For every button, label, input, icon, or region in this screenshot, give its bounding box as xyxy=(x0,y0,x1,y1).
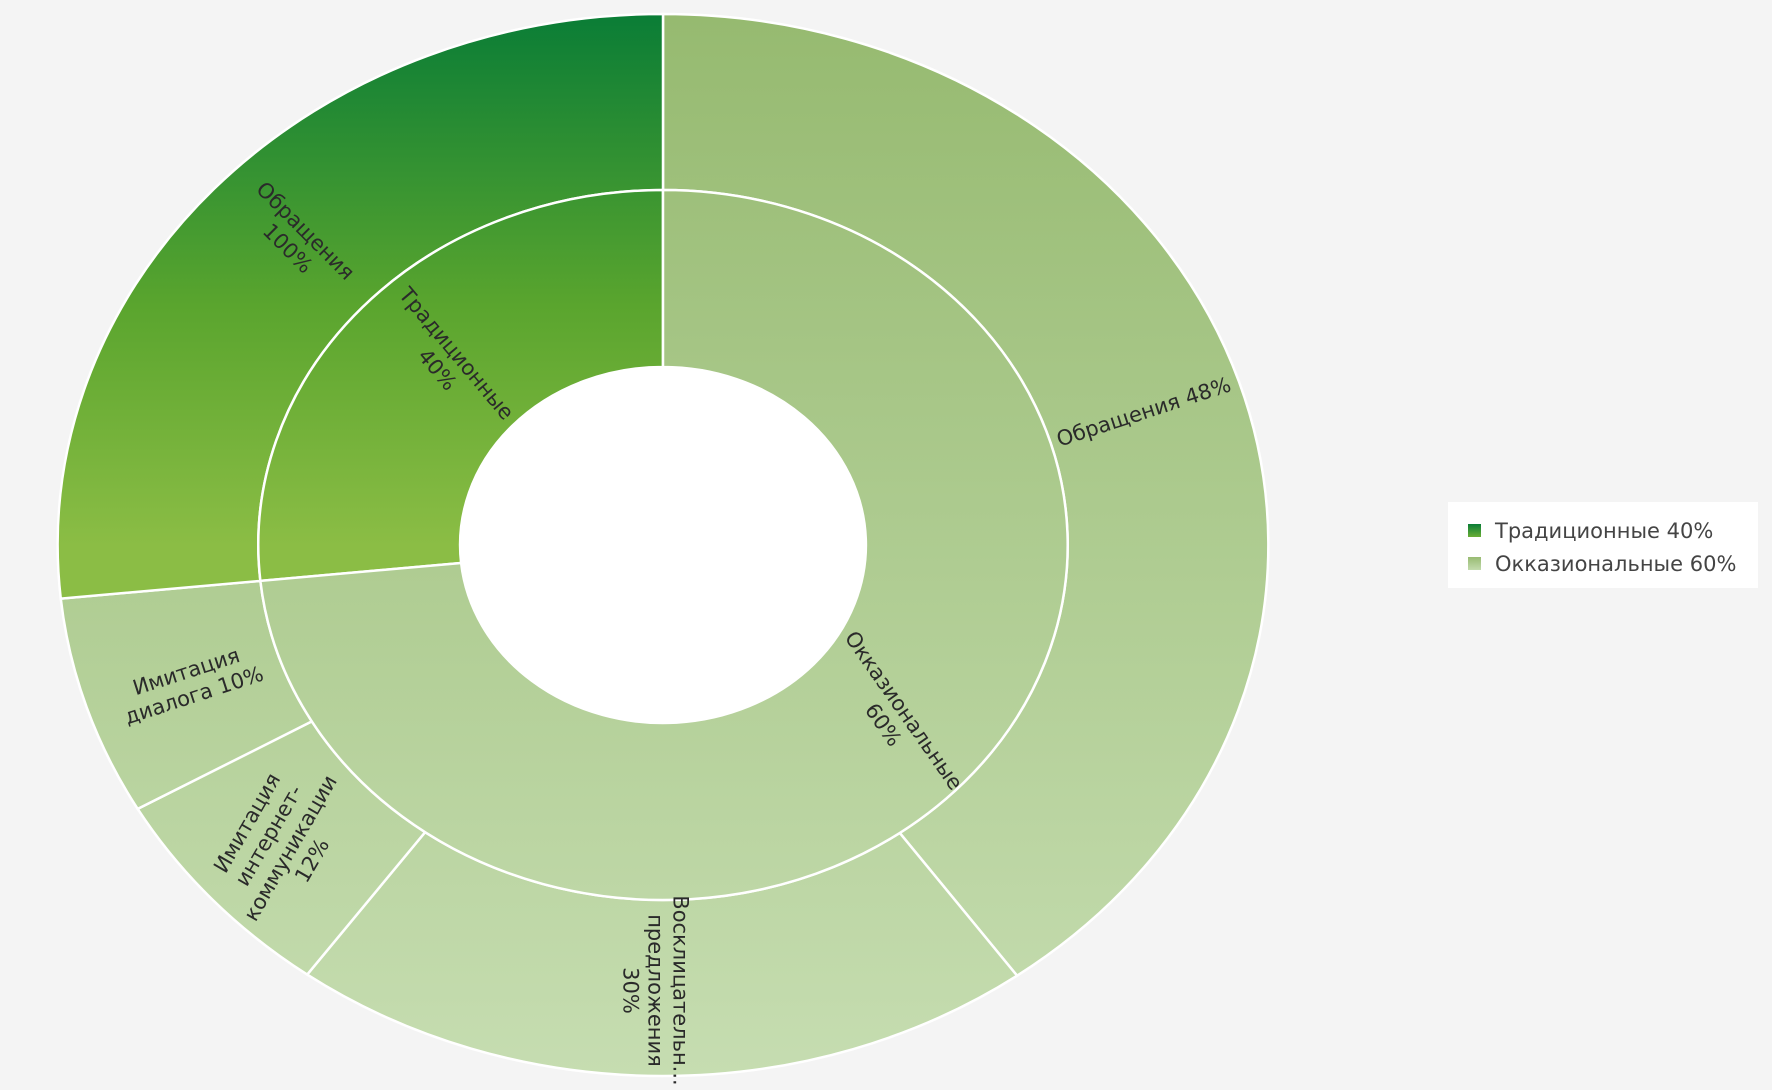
legend-label: Окказиональные 60% xyxy=(1495,551,1737,576)
legend-item-occasional[interactable]: Окказиональные 60% xyxy=(1468,547,1758,580)
legend-item-traditional[interactable]: Традиционные 40% xyxy=(1468,514,1758,547)
legend: Традиционные 40% Окказиональные 60% xyxy=(1448,502,1758,588)
center-hole xyxy=(460,367,866,723)
legend-swatch xyxy=(1468,524,1481,537)
legend-swatch xyxy=(1468,557,1481,570)
legend-label: Традиционные 40% xyxy=(1495,518,1714,543)
data-label: Восклицательн... предложения 30% xyxy=(618,894,693,1086)
